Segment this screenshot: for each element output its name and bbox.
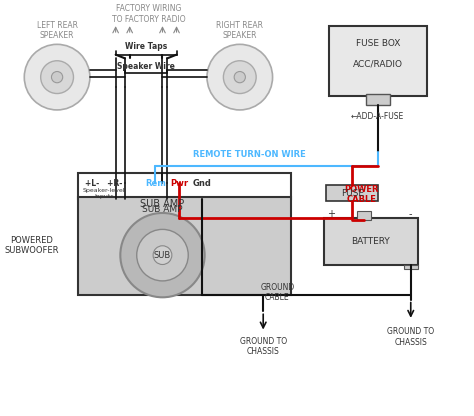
FancyBboxPatch shape (327, 185, 378, 201)
Text: -: - (409, 209, 412, 219)
Text: LEFT REAR
SPEAKER: LEFT REAR SPEAKER (36, 20, 78, 40)
Text: FUSE BOX

ACC/RADIO: FUSE BOX ACC/RADIO (353, 39, 403, 69)
FancyBboxPatch shape (329, 26, 427, 96)
FancyBboxPatch shape (324, 218, 418, 265)
Circle shape (223, 61, 256, 94)
Text: FACTORY WIRING
TO FACTORY RADIO: FACTORY WIRING TO FACTORY RADIO (111, 4, 185, 24)
Circle shape (207, 45, 273, 110)
Text: +: + (327, 209, 335, 219)
Text: POWER
CABLE: POWER CABLE (344, 185, 379, 204)
Circle shape (24, 45, 90, 110)
Text: GROUND
CABLE: GROUND CABLE (260, 283, 294, 302)
Text: Rem: Rem (145, 179, 166, 188)
Text: POWERED
SUBWOOFER: POWERED SUBWOOFER (4, 236, 59, 255)
Text: FUSE: FUSE (341, 189, 364, 198)
Circle shape (137, 229, 188, 281)
Circle shape (153, 246, 172, 265)
Text: Pwr: Pwr (170, 179, 188, 188)
Circle shape (234, 72, 246, 83)
Text: Gnd: Gnd (193, 179, 212, 188)
FancyBboxPatch shape (404, 265, 418, 269)
Text: SUB: SUB (154, 251, 171, 260)
Text: Wire Taps: Wire Taps (125, 42, 167, 51)
Text: Speaker Wire: Speaker Wire (117, 62, 175, 71)
Circle shape (120, 213, 205, 297)
Text: SUB AMP: SUB AMP (140, 199, 184, 209)
Text: RIGHT REAR
SPEAKER: RIGHT REAR SPEAKER (216, 20, 263, 40)
Text: SUB AMP: SUB AMP (142, 205, 183, 214)
Text: GROUND TO
CHASSIS: GROUND TO CHASSIS (240, 337, 287, 356)
Circle shape (41, 61, 73, 94)
FancyBboxPatch shape (78, 173, 292, 199)
FancyBboxPatch shape (366, 94, 390, 105)
Text: BATTERY: BATTERY (352, 237, 390, 245)
FancyBboxPatch shape (78, 197, 292, 295)
Text: +L-   +R-: +L- +R- (85, 179, 123, 188)
Text: REMOTE TURN-ON WIRE: REMOTE TURN-ON WIRE (193, 150, 306, 159)
FancyBboxPatch shape (357, 210, 371, 220)
Text: Speaker-level
Inputs: Speaker-level Inputs (82, 188, 125, 199)
Text: GROUND TO
CHASSIS: GROUND TO CHASSIS (387, 327, 434, 347)
Circle shape (52, 72, 63, 83)
Text: ←ADD-A-FUSE: ←ADD-A-FUSE (350, 112, 404, 121)
